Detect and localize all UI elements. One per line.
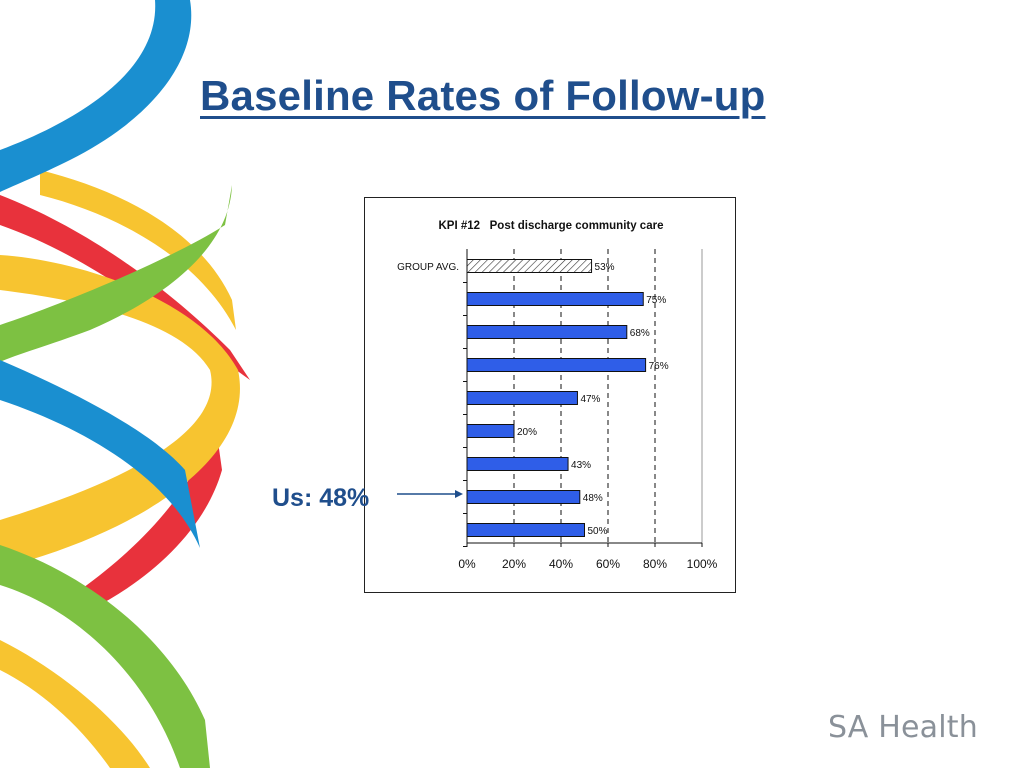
decorative-ribbons (0, 0, 250, 768)
bar-9 (466, 523, 585, 537)
x-tick-label-100: 100% (687, 557, 718, 571)
ribbon-yellow (0, 255, 240, 575)
bar-value-label-9: 50% (588, 526, 608, 537)
bar-value-label-3: 68% (630, 328, 650, 339)
kpi-bar-chart: KPI #12 Post discharge community care 53… (397, 220, 718, 571)
bar-value-label-8: 48% (583, 493, 603, 504)
chart-bars: 53% GROUP AVG. 75% 68% 76% 47% 20% 43% 48% 50% (397, 259, 669, 537)
bar-value-label-5: 47% (580, 394, 600, 405)
ribbon-red-lower (80, 420, 222, 610)
bar-value-label-6: 20% (517, 427, 537, 438)
ribbon-blue (0, 0, 192, 192)
ribbon-green (0, 185, 232, 362)
bar-1 (466, 259, 593, 273)
x-tick-label-20: 20% (502, 557, 526, 571)
bar-value-label-2: 75% (646, 295, 666, 306)
bar-value-label-1: 53% (595, 262, 615, 273)
category-label-1: GROUP AVG. (397, 262, 459, 273)
bar-value-label-4: 76% (649, 361, 669, 372)
chart-axes: 0% 20% 40% 60% 80% 100% (458, 249, 718, 571)
bar-6 (466, 424, 515, 438)
x-tick-label-80: 80% (643, 557, 667, 571)
x-tick-label-40: 40% (549, 557, 573, 571)
ribbon-yellow-top (40, 170, 236, 330)
brand-logo-text: SA Health (828, 710, 978, 745)
bar-5 (466, 391, 578, 405)
chart-frame: KPI #12 Post discharge community care 53… (364, 197, 736, 593)
slide-title: Baseline Rates of Follow-up (200, 72, 766, 119)
ribbon-yellow-bottom (0, 640, 150, 768)
chart-title: KPI #12 Post discharge community care (439, 220, 664, 232)
ribbon-green-lower (0, 545, 210, 768)
bar-3 (466, 325, 628, 339)
bar-8 (466, 490, 581, 504)
ribbon-blue-lower (0, 360, 200, 548)
bar-2 (466, 292, 644, 306)
bar-7 (466, 457, 569, 471)
bar-value-label-7: 43% (571, 460, 591, 471)
bar-4 (466, 358, 647, 372)
x-tick-label-60: 60% (596, 557, 620, 571)
x-tick-label-0: 0% (458, 557, 476, 571)
callout-arrow-icon (397, 490, 463, 498)
callout-label: Us: 48% (272, 484, 370, 512)
